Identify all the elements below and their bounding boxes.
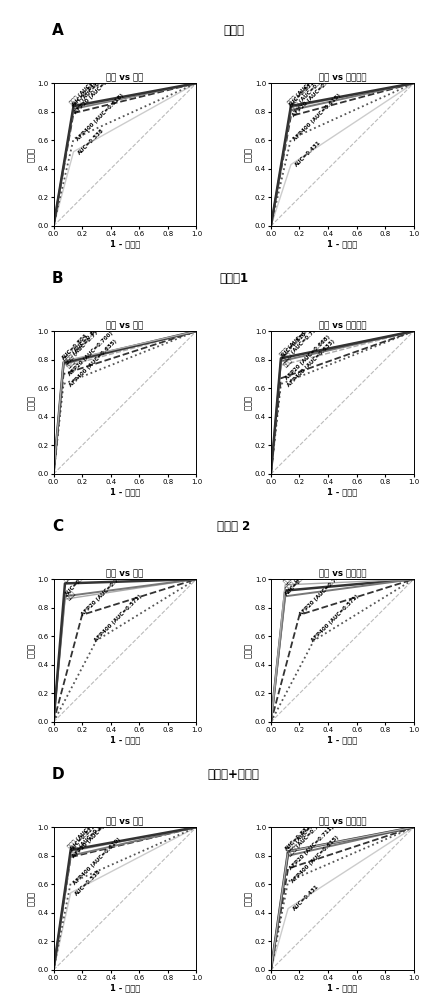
Title: 肝癌 vs 高危人群: 肝癌 vs 高危人群	[319, 73, 366, 82]
Text: 组合一: 组合一	[66, 590, 76, 601]
Text: 组合三 (AUC=0.851): 组合三 (AUC=0.851)	[69, 66, 110, 106]
X-axis label: 1 - 特异性: 1 - 特异性	[110, 487, 140, 496]
X-axis label: 1 - 特异性: 1 - 特异性	[110, 239, 140, 248]
Text: AUC=0.431: AUC=0.431	[292, 884, 320, 912]
Text: AFP20 (AUC=0.774): AFP20 (AUC=0.774)	[291, 71, 338, 118]
Text: AFP400 (AUC=0.615): AFP400 (AUC=0.615)	[293, 92, 342, 142]
Text: 组合三 (AUC=0.813): 组合三 (AUC=0.813)	[279, 318, 319, 358]
Text: 组合三 (AUC=0.827): 组合三 (AUC=0.827)	[286, 812, 326, 852]
Text: 组合三 (AUC=0.833): 组合三 (AUC=0.833)	[67, 810, 107, 850]
Title: 肝癌 vs 高危人群: 肝癌 vs 高危人群	[319, 569, 366, 578]
X-axis label: 1 - 特异性: 1 - 特异性	[110, 735, 140, 744]
Y-axis label: 敏感性: 敏感性	[245, 643, 253, 658]
Title: 肝癌 vs 非癌: 肝癌 vs 非癌	[107, 321, 144, 330]
Text: AFP400 (AUC=0.618): AFP400 (AUC=0.618)	[75, 92, 125, 142]
Text: AFP20 (AUC=0.700): AFP20 (AUC=0.700)	[67, 330, 114, 377]
Text: 验证组1: 验证组1	[219, 272, 248, 285]
Text: A: A	[52, 23, 64, 38]
Title: 肝癌 vs 非癌: 肝癌 vs 非癌	[107, 817, 144, 826]
Text: 组合二、三 (AUC=0.920): 组合二、三 (AUC=0.920)	[63, 539, 107, 583]
Text: 组合一 (AUC=0.777): 组合一 (AUC=0.777)	[64, 325, 105, 365]
Text: 组合二: 组合二	[283, 357, 294, 368]
Text: AFP400 (AUC=0.633): AFP400 (AUC=0.633)	[286, 338, 336, 388]
Y-axis label: 敏感性: 敏感性	[27, 147, 36, 162]
Text: 组合一 (AUC=0.792): 组合一 (AUC=0.792)	[282, 322, 322, 363]
Y-axis label: 敏感性: 敏感性	[27, 395, 36, 410]
Text: AUC=0.831: AUC=0.831	[285, 823, 313, 851]
X-axis label: 1 - 特异性: 1 - 特异性	[327, 239, 357, 248]
Y-axis label: 敏感性: 敏感性	[27, 891, 36, 906]
Text: 组合一 (AUC=0.810): 组合一 (AUC=0.810)	[285, 552, 325, 592]
Text: 组合一 (AUC=0.813): 组合一 (AUC=0.813)	[290, 72, 330, 112]
Text: 组合一 (AUC=0.814): 组合一 (AUC=0.814)	[72, 70, 112, 110]
Text: 验证组 2: 验证组 2	[217, 520, 250, 533]
Y-axis label: 敏感性: 敏感性	[245, 395, 253, 410]
Text: AFP400 (AUC=0.571): AFP400 (AUC=0.571)	[93, 594, 143, 643]
Text: AUC=0.431: AUC=0.431	[294, 140, 322, 168]
Text: 组合三 (AUC=0.848): 组合三 (AUC=0.848)	[287, 66, 327, 106]
Title: 肝癌 vs 高危人群: 肝癌 vs 高危人群	[319, 817, 366, 826]
X-axis label: 1 - 特异性: 1 - 特异性	[327, 735, 357, 744]
Text: 训练组: 训练组	[223, 24, 244, 37]
Text: AFP400 (AUC=0.635): AFP400 (AUC=0.635)	[69, 338, 118, 388]
Text: AFP20 (AUC=0.792): AFP20 (AUC=0.792)	[72, 813, 118, 859]
Text: C: C	[52, 519, 63, 534]
Text: AUC=0.827: AUC=0.827	[69, 824, 97, 852]
Text: AFP20 (AUC=0.711): AFP20 (AUC=0.711)	[289, 824, 336, 871]
Text: B: B	[52, 271, 64, 286]
Text: 组合二: 组合二	[66, 358, 77, 369]
Y-axis label: 敏感性: 敏感性	[245, 891, 253, 906]
Text: AUC=0.848: AUC=0.848	[71, 80, 99, 108]
Title: 肝癌 vs 非癌: 肝癌 vs 非癌	[107, 569, 144, 578]
Text: AFP20 (AUC=0.668): AFP20 (AUC=0.668)	[285, 334, 331, 381]
X-axis label: 1 - 特异性: 1 - 特异性	[327, 487, 357, 496]
Text: AFP400 (AUC=0.610): AFP400 (AUC=0.610)	[73, 836, 122, 886]
Text: AFP400 (AUC=0.571): AFP400 (AUC=0.571)	[311, 594, 360, 643]
X-axis label: 1 - 特异性: 1 - 特异性	[327, 983, 357, 992]
Text: AUC=0.804: AUC=0.804	[61, 333, 90, 361]
Text: AUC=0.881: AUC=0.881	[284, 569, 312, 597]
Text: 训练组+验证组: 训练组+验证组	[208, 768, 260, 781]
Text: AFP20 (AUC=0.791): AFP20 (AUC=0.791)	[74, 69, 120, 115]
Text: AFP20 (AUC=0.750): AFP20 (AUC=0.750)	[298, 570, 345, 617]
Title: 肝癌 vs 高危人群: 肝癌 vs 高危人群	[319, 321, 366, 330]
Text: AFP400 (AUC=0.615): AFP400 (AUC=0.615)	[290, 835, 340, 884]
Text: AUC=0.538: AUC=0.538	[75, 868, 102, 896]
Text: 组合一 (AUC=0.800): 组合一 (AUC=0.800)	[70, 817, 110, 857]
Text: 组合一 (AUC=0.797): 组合一 (AUC=0.797)	[288, 817, 328, 857]
Text: 组合二、三: 组合二、三	[282, 569, 298, 585]
Text: AUC=0.538: AUC=0.538	[77, 127, 105, 155]
Title: 肝癌 vs 非癌: 肝癌 vs 非癌	[107, 73, 144, 82]
Text: AFP20 (AUC=0.750): AFP20 (AUC=0.750)	[81, 570, 127, 617]
Y-axis label: 敏感性: 敏感性	[27, 643, 36, 658]
Text: AUC=0.810: AUC=0.810	[280, 331, 308, 359]
Text: AUC=0.831: AUC=0.831	[288, 80, 316, 108]
Text: 组合三 (AUC=0.800): 组合三 (AUC=0.800)	[63, 323, 103, 363]
Text: D: D	[52, 767, 65, 782]
X-axis label: 1 - 特异性: 1 - 特异性	[110, 983, 140, 992]
Y-axis label: 敏感性: 敏感性	[245, 147, 253, 162]
Text: AUC=0.881: AUC=0.881	[64, 569, 92, 597]
